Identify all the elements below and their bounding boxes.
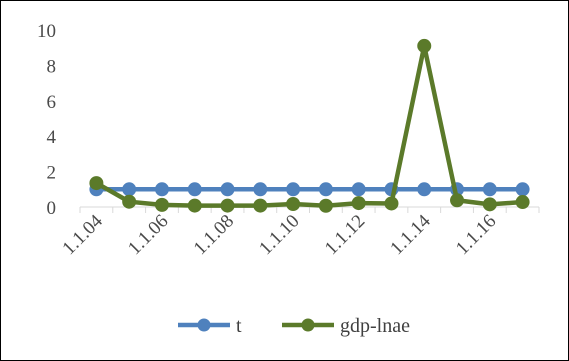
series-point-t: [318, 182, 333, 197]
series-point-t: [154, 182, 169, 197]
series-point-t: [122, 182, 137, 197]
legend-label-t: t: [236, 315, 242, 337]
series-point-gdp-lnae: [187, 198, 202, 213]
series-point-gdp-lnae: [89, 176, 104, 191]
legend-marker-gdp-lnae: [301, 318, 315, 332]
series-point-t: [253, 182, 268, 197]
series-point-gdp-lnae: [417, 38, 432, 53]
series-point-gdp-lnae: [384, 196, 399, 211]
series-point-t: [417, 182, 432, 197]
legend-marker-t: [197, 318, 211, 332]
y-tick-label: 10: [37, 21, 56, 42]
series-point-t: [220, 182, 235, 197]
series-point-gdp-lnae: [318, 198, 333, 213]
series-point-gdp-lnae: [351, 196, 366, 211]
legend-label-gdp-lnae: gdp-lnae: [340, 315, 410, 337]
series-point-gdp-lnae: [253, 198, 268, 213]
legend: t gdp-lnae: [178, 315, 410, 337]
series-point-t: [286, 182, 301, 197]
y-tick-label: 6: [47, 92, 57, 113]
series-point-gdp-lnae: [154, 197, 169, 212]
y-tick-label: 4: [47, 127, 57, 148]
series-point-gdp-lnae: [220, 198, 235, 213]
series-point-gdp-lnae: [515, 195, 530, 210]
series-point-t: [351, 182, 366, 197]
y-tick-label: 2: [47, 163, 57, 184]
series-point-gdp-lnae: [482, 197, 497, 212]
series-layer: [89, 38, 530, 213]
series-point-t: [515, 182, 530, 197]
y-tick-label: 0: [47, 198, 57, 219]
series-point-t: [187, 182, 202, 197]
series-point-gdp-lnae: [286, 196, 301, 211]
series-point-gdp-lnae: [122, 194, 137, 209]
y-tick-label: 8: [47, 56, 57, 77]
series-point-gdp-lnae: [450, 193, 465, 208]
series-point-t: [482, 182, 497, 197]
